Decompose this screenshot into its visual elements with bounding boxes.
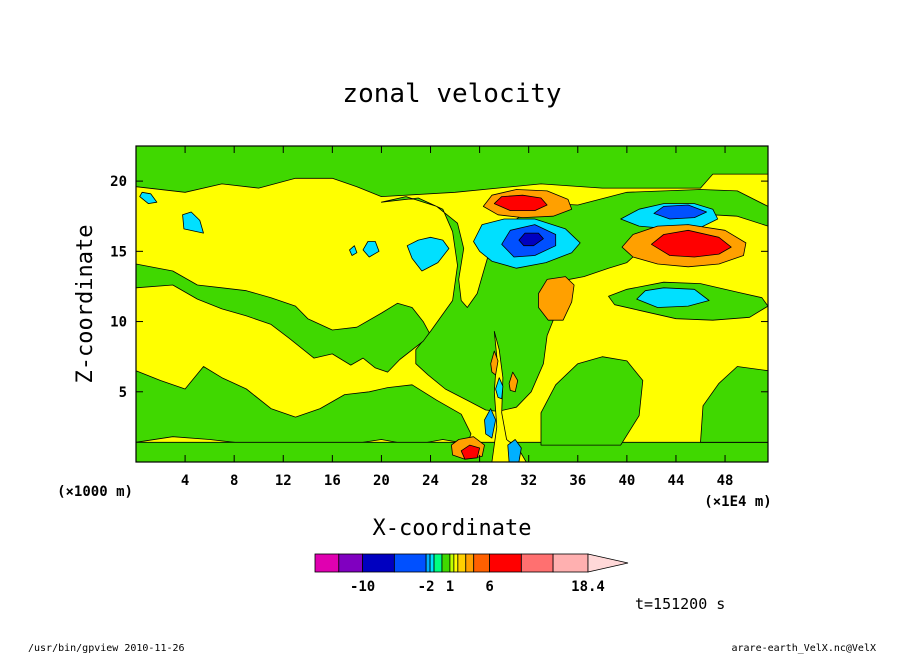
x-tick-label: 4 (181, 473, 189, 489)
colorbar-swatch (449, 553, 455, 573)
y-tick-label: 20 (110, 174, 127, 190)
contour-region (349, 245, 358, 256)
contour-region (484, 408, 497, 439)
colorbar-swatch (457, 553, 467, 573)
y-tick-label: 10 (110, 315, 127, 331)
plot-area (135, 145, 769, 463)
contour-region (139, 191, 158, 205)
colorbar-label: 1 (446, 579, 454, 595)
footer-right: arare-earth_VelX.nc@VelX (732, 643, 877, 654)
footer-left: /usr/bin/gpview 2010-11-26 (28, 643, 185, 654)
x-tick-label: 16 (324, 473, 341, 489)
colorbar-label: 18.4 (571, 579, 605, 595)
contour-region (508, 371, 519, 393)
colorbar-swatch (425, 553, 431, 573)
contour-region (507, 439, 522, 463)
contour-region (495, 377, 504, 400)
colorbar-swatch (489, 553, 522, 573)
contour-region (518, 232, 544, 247)
colorbar-swatch (393, 553, 427, 573)
x-tick-label: 24 (422, 473, 439, 489)
colorbar-swatch (465, 553, 475, 573)
x-tick-label: 48 (717, 473, 734, 489)
contour-region (135, 145, 769, 198)
plot-frame (135, 145, 769, 463)
contour-region (653, 204, 707, 220)
colorbar-swatch (441, 553, 451, 573)
colorbar-swatch (429, 553, 435, 573)
x-axis: 4 8 12 16 20 24 28 32 36 40 44 48 (181, 146, 734, 489)
x-axis-label: X-coordinate (373, 516, 532, 541)
y-tick-label: 15 (110, 244, 127, 260)
contour-region (493, 194, 548, 212)
colorbar-label: -2 (418, 579, 435, 595)
x-unit-label: (×1E4 m) (704, 494, 771, 510)
x-tick-label: 12 (275, 473, 292, 489)
contour-regions (135, 145, 769, 463)
contour-region (406, 236, 450, 272)
colorbar: -10 -2 1 6 18.4 (314, 553, 629, 595)
colorbar-swatch (552, 553, 589, 573)
x-tick-label: 28 (471, 473, 488, 489)
contour-region (651, 229, 732, 258)
contour-region (135, 263, 430, 373)
x-tick-label: 20 (373, 473, 390, 489)
contour-region (460, 444, 481, 460)
x-tick-label: 8 (230, 473, 238, 489)
contour-region (540, 356, 644, 446)
time-label: t=151200 s (635, 595, 725, 613)
y-axis: 5 10 15 20 (110, 174, 768, 401)
x-tick-label: 40 (618, 473, 635, 489)
colorbar-swatch (520, 553, 554, 573)
colorbar-arrow (587, 553, 629, 573)
colorbar-swatch (314, 553, 340, 573)
contour-region (538, 276, 575, 321)
chart-title: zonal velocity (342, 79, 561, 109)
contour-region (490, 350, 499, 376)
x-tick-label: 44 (668, 473, 685, 489)
y-tick-label: 5 (119, 385, 127, 401)
x-tick-label: 36 (569, 473, 586, 489)
colorbar-label: 6 (485, 579, 493, 595)
colorbar-label: -10 (350, 579, 375, 595)
contour-region (362, 241, 380, 258)
colorbar-swatch (473, 553, 490, 573)
y-unit-label: (×1000 m) (57, 484, 133, 500)
y-axis-label: Z-coordinate (73, 225, 98, 384)
x-tick-label: 32 (520, 473, 537, 489)
colorbar-swatch (362, 553, 395, 573)
contour-region (636, 287, 710, 308)
colorbar-swatch (453, 553, 459, 573)
colorbar-swatch (338, 553, 364, 573)
contour-region (182, 211, 204, 234)
colorbar-swatch (433, 553, 443, 573)
